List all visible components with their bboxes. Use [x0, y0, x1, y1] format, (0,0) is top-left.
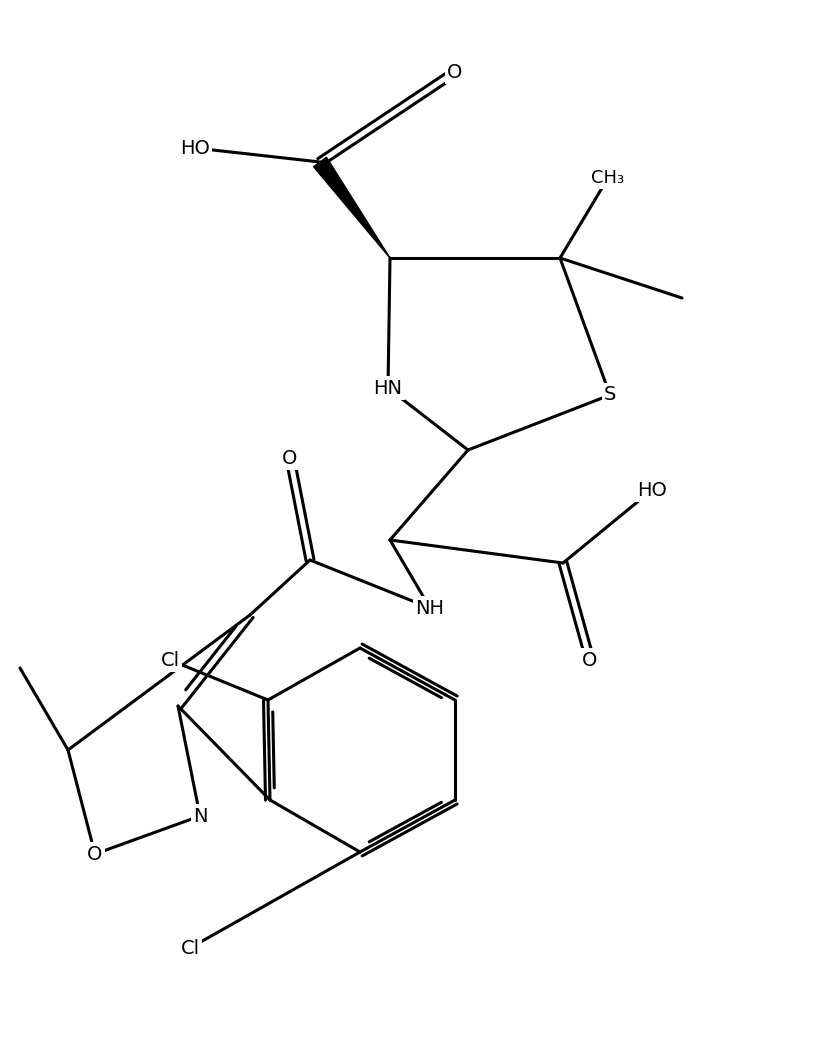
Text: O: O	[447, 63, 463, 82]
Text: O: O	[582, 650, 598, 669]
Text: O: O	[282, 448, 298, 468]
Text: S: S	[604, 385, 616, 404]
Text: HN: HN	[374, 379, 402, 398]
Polygon shape	[313, 157, 390, 258]
Text: Cl: Cl	[160, 650, 180, 669]
Text: Cl: Cl	[181, 938, 200, 958]
Text: N: N	[193, 806, 207, 825]
Text: O: O	[88, 845, 103, 864]
Text: HO: HO	[180, 138, 210, 157]
Text: HO: HO	[637, 481, 667, 499]
Text: NH: NH	[416, 599, 444, 618]
Text: CH₃: CH₃	[591, 169, 625, 187]
